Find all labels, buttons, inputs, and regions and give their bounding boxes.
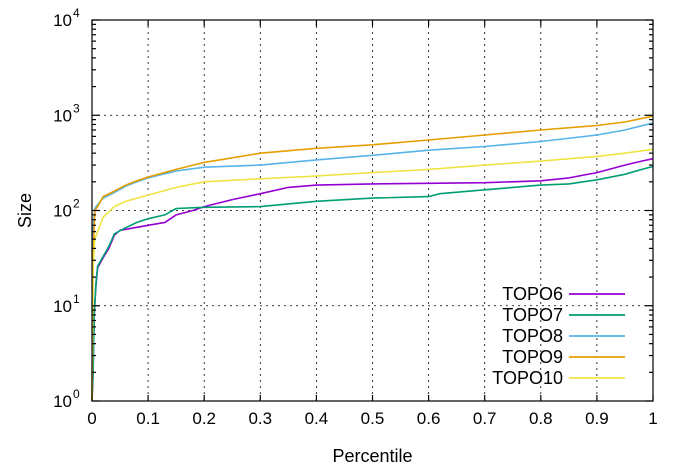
x-tick-label: 0.6 (417, 409, 441, 428)
y-tick-exponent: 4 (73, 6, 80, 20)
x-tick-label: 0.7 (473, 409, 497, 428)
legend-label-topo10: TOPO10 (492, 368, 563, 388)
y-tick-exponent: 1 (73, 292, 80, 306)
y-tick-label: 10 (53, 202, 72, 221)
y-tick-label: 10 (53, 11, 72, 30)
y-tick-exponent: 3 (73, 101, 80, 115)
legend-label-topo7: TOPO7 (502, 305, 563, 325)
x-tick-label: 0.8 (529, 409, 553, 428)
series-line-topo7 (91, 165, 654, 402)
y-axis-label: Size (15, 193, 35, 228)
x-tick-label: 0.4 (305, 409, 329, 428)
x-tick-label: 0 (87, 409, 96, 428)
series-line-topo9 (91, 115, 654, 402)
series-lines (91, 115, 654, 402)
series-line-topo10 (91, 148, 654, 402)
x-tick-label: 0.3 (248, 409, 272, 428)
x-tick-label: 0.2 (192, 409, 216, 428)
x-axis-label: Percentile (332, 446, 412, 466)
x-tick-label: 1 (648, 409, 657, 428)
y-tick-exponent: 2 (73, 197, 80, 211)
grid-lines (92, 20, 653, 401)
axis-ticks (91, 19, 654, 402)
x-tick-label: 0.1 (136, 409, 160, 428)
x-tick-labels: 0 0.1 0.2 0.3 0.4 0.5 0.6 0.7 0.8 0.9 1 (87, 409, 657, 428)
y-tick-label: 10 (53, 392, 72, 411)
y-tick-label: 10 (53, 297, 72, 316)
y-tick-exponent: 0 (73, 387, 80, 401)
legend-label-topo9: TOPO9 (502, 347, 563, 367)
y-tick-label: 10 (53, 106, 72, 125)
x-tick-label: 0.9 (585, 409, 609, 428)
legend-label-topo6: TOPO6 (502, 284, 563, 304)
x-tick-label: 0.5 (361, 409, 385, 428)
legend-label-topo8: TOPO8 (502, 326, 563, 346)
